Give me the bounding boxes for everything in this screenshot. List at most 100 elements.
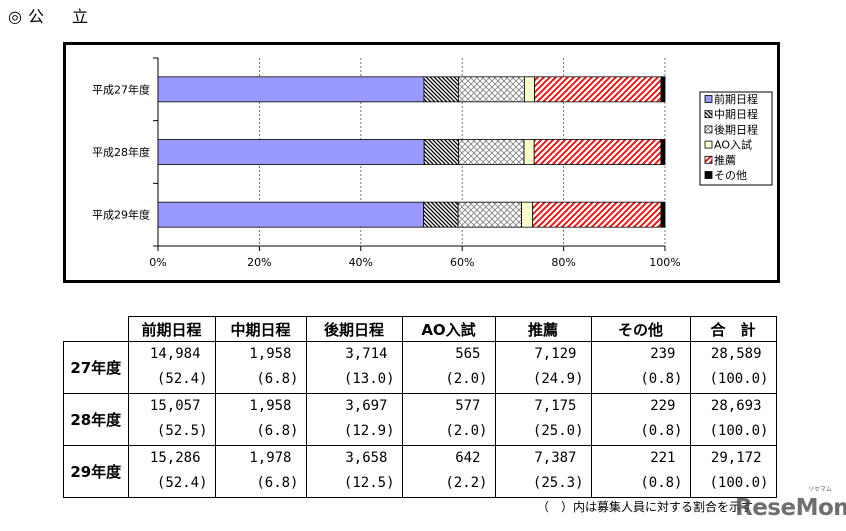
table-cell: 15,057 (52.5) [127,393,216,446]
legend-swatch [704,95,713,103]
table-cell: 642 (2.2) [401,445,496,498]
table-cell: 1,978 (6.8) [214,445,307,498]
table-row: 29年度 15,286 (52.4) 1,978 (6.8) 3,658 (12.5)… [63,445,777,498]
category-label: 平成29年度 [92,208,150,222]
x-tick-label: 0% [149,256,166,269]
count-value: 221 [650,450,676,466]
column-header-total: 合 計 [689,316,777,342]
count-value: 642 [455,450,481,466]
table-cell: 15,286 (52.4) [127,445,216,498]
table-cell: 7,175 (25.0) [494,393,592,446]
ratio-value: (100.0) [709,423,769,439]
bar-segment-row1-series4 [524,76,535,103]
count-value: 1,958 [249,346,292,362]
table-cell-total: 29,172 (100.0) [689,445,777,498]
ratio-value: (100.0) [709,371,769,387]
ratio-value: (100.0) [709,475,769,491]
ratio-value: (25.0) [532,423,584,439]
ratio-value: (6.8) [256,371,299,387]
row-label: 27年度 [63,341,129,394]
row-label: 29年度 [63,445,129,498]
count-value: 15,057 [149,398,201,414]
ratio-value: (12.5) [343,475,395,491]
category-label: 平成28年度 [92,145,150,159]
bar-segment-row2-series2 [423,139,460,165]
legend-label: 後期日程 [714,122,758,136]
ratio-value: (2.0) [445,371,488,387]
table-cell: 7,387 (25.3) [494,445,592,498]
table-cell: 221 (0.8) [590,445,691,498]
table-row: 28年度 15,057 (52.5) 1,958 (6.8) 3,697 (12.9)… [63,393,777,446]
table-body: 27年度 14,984 (52.4) 1,958 (6.8) 3,714 (13.0)… [63,341,777,498]
ratio-value: (12.9) [343,423,395,439]
table-cell: 565 (2.0) [401,341,496,394]
data-table: 前期日程 中期日程 後期日程 AO入試 推薦 その他 合 計 27年度 14,9… [63,316,777,498]
legend-label: その他 [714,169,747,182]
watermark-logo-kana: リセマム [808,486,833,493]
x-tick-label: 40% [349,256,373,269]
count-value: 28,589 [710,346,762,362]
table-cell: 239 (0.8) [590,341,691,394]
ratio-value: (24.9) [532,371,584,387]
count-value: 14,984 [149,346,201,362]
count-value: 1,978 [249,450,292,466]
ratio-value: (2.0) [445,423,488,439]
ratio-value: (0.8) [640,475,683,491]
count-value: 3,697 [345,398,388,414]
ratio-value: (52.4) [156,371,208,387]
column-header-koki: 後期日程 [305,316,403,342]
legend-swatch [704,155,713,164]
row-label: 28年度 [63,393,129,446]
legend-swatch [704,125,713,134]
x-tick-label: 100% [649,256,680,269]
bar-segment-row2-series6 [660,139,666,165]
bar-segment-row2-series1 [157,139,425,165]
legend-box [699,91,773,186]
count-value: 577 [455,398,481,414]
table-cell: 229 (0.8) [590,393,691,446]
table-cell: 577 (2.0) [401,393,496,446]
ratio-value: (2.2) [445,475,488,491]
chart-frame: 0% 20% 40% 60% 80% 100% 平成27年度 平成28年度 平成29年度 前期日程… [63,42,780,283]
table-corner [63,316,129,342]
table-row: 27年度 14,984 (52.4) 1,958 (6.8) 3,714 (13.0)… [63,341,777,394]
x-tick-label: 80% [551,256,575,269]
bar-segment-row3-series4 [521,201,534,228]
bar-segment-row3-series3 [457,201,522,228]
table-cell: 14,984 (52.4) [127,341,216,394]
legend-swatch [704,171,713,179]
count-value: 7,175 [534,398,577,414]
table-cell: 7,129 (24.9) [494,341,592,394]
count-value: 229 [650,398,676,414]
table-cell: 3,697 (12.9) [305,393,403,446]
count-value: 1,958 [249,398,292,414]
legend-swatch [704,110,713,119]
table-cell: 1,958 (6.8) [214,393,307,446]
legend-label: 推薦 [714,153,736,167]
column-header-chuki: 中期日程 [214,316,307,342]
column-header-zenki: 前期日程 [127,316,216,342]
bar-segment-row1-series6 [660,76,666,103]
bar-segment-row3-series1 [157,201,425,228]
legend-label: 中期日程 [714,108,758,121]
count-value: 28,693 [710,398,762,414]
bar-segment-row2-series5 [533,139,662,165]
column-header-ao: AO入試 [401,316,496,342]
ratio-value: (52.4) [156,475,208,491]
count-value: 3,658 [345,450,388,466]
ratio-value: (6.8) [256,423,299,439]
ratio-value: (52.5) [156,423,208,439]
bar-segment-row1-series5 [534,76,662,103]
table-cell-total: 28,589 (100.0) [689,341,777,394]
bar-segment-row1-series2 [423,76,459,103]
category-label: 平成27年度 [92,82,150,96]
bar-segment-row2-series3 [458,139,525,165]
count-value: 7,129 [534,346,577,362]
count-value: 15,286 [149,450,201,466]
x-tick-label: 20% [247,256,271,269]
ratio-value: (13.0) [343,371,395,387]
table-cell: 3,714 (13.0) [305,341,403,394]
bar-segment-row2-series4 [523,139,535,165]
count-value: 7,387 [534,450,577,466]
